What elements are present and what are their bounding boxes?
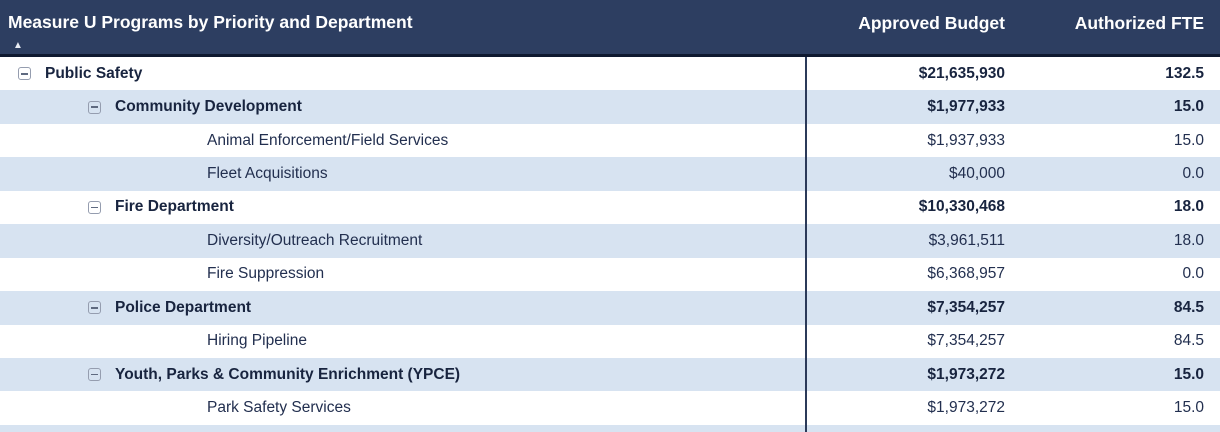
approved-budget-value: $7,354,257 — [927, 298, 1005, 316]
approved-budget-cell: $3,961,511 — [806, 232, 1010, 250]
authorized-fte-cell: 84.5 — [1010, 332, 1220, 350]
matrix-title: Measure U Programs by Priority and Depar… — [8, 11, 413, 32]
authorized-fte-cell: 15.0 — [1010, 399, 1220, 417]
approved-budget-value: $7,354,257 — [927, 332, 1005, 350]
approved-budget-cell: $7,354,257 — [806, 332, 1010, 350]
approved-budget-value: $40,000 — [948, 165, 1005, 183]
program-label: Diversity/Outreach Recruitment — [207, 231, 423, 249]
collapse-minus-icon[interactable] — [88, 200, 101, 214]
table-row[interactable]: Public Safety $21,635,930 132.5 — [0, 57, 1220, 90]
authorized-fte-label: Authorized FTE — [1074, 12, 1204, 33]
table-row[interactable]: Animal Enforcement/Field Services $1,937… — [0, 124, 1220, 157]
collapse-minus-icon[interactable] — [88, 301, 101, 315]
approved-budget-cell: $7,354,257 — [806, 299, 1010, 317]
authorized-fte-cell: 0.0 — [1010, 165, 1220, 183]
program-cell: Youth, Parks & Community Enrichment (YPC… — [0, 366, 806, 384]
authorized-fte-value: 0.0 — [1182, 265, 1204, 283]
table-row[interactable]: Fleet Acquisitions $40,000 0.0 — [0, 157, 1220, 191]
collapse-minus-icon[interactable] — [18, 67, 31, 81]
program-label: Fleet Acquisitions — [207, 165, 328, 183]
approved-budget-cell: $1,973,272 — [806, 366, 1010, 384]
authorized-fte-value: 0.0 — [1182, 165, 1204, 183]
program-cell: Fleet Acquisitions — [0, 165, 806, 183]
approved-budget-cell: $1,977,933 — [806, 98, 1010, 116]
table-row[interactable]: Police Department $7,354,257 84.5 — [0, 291, 1220, 325]
program-label: Fire Suppression — [207, 265, 325, 283]
authorized-fte-value: 15.0 — [1173, 399, 1204, 417]
approved-budget-cell: $1,937,933 — [806, 132, 1010, 150]
authorized-fte-cell: 132.5 — [1010, 65, 1220, 83]
authorized-fte-value: 15.0 — [1173, 131, 1204, 149]
approved-budget-cell: $40,000 — [806, 165, 1010, 183]
approved-budget-value: $1,973,272 — [927, 365, 1005, 383]
table-row[interactable]: Diversity/Outreach Recruitment $3,961,51… — [0, 224, 1220, 258]
authorized-fte-value: 132.5 — [1165, 64, 1204, 82]
program-cell: Hiring Pipeline — [0, 332, 806, 350]
table-row[interactable]: Park Safety Services $1,973,272 15.0 — [0, 391, 1220, 424]
approved-budget-value: $21,635,930 — [918, 64, 1005, 82]
authorized-fte-cell: 15.0 — [1010, 132, 1220, 150]
authorized-fte-cell: 15.0 — [1010, 366, 1220, 384]
program-label: Hiring Pipeline — [207, 332, 307, 350]
approved-budget-cell: $21,635,930 — [806, 65, 1010, 83]
program-cell: Park Safety Services — [0, 399, 806, 417]
program-cell: Public Safety — [0, 65, 806, 83]
table-row[interactable]: Fire Suppression $6,368,957 0.0 — [0, 258, 1220, 291]
collapse-minus-icon[interactable] — [88, 368, 101, 382]
approved-budget-value: $1,973,272 — [927, 399, 1005, 417]
program-cell: Diversity/Outreach Recruitment — [0, 232, 806, 250]
authorized-fte-value: 18.0 — [1173, 231, 1204, 249]
program-label: Community Development — [115, 98, 302, 116]
approved-budget-cell: $1,973,272 — [806, 399, 1010, 417]
authorized-fte-cell: 18.0 — [1010, 198, 1220, 216]
partial-next-row[interactable] — [0, 424, 1220, 432]
program-cell: Fire Suppression — [0, 265, 806, 283]
collapse-minus-icon[interactable] — [88, 100, 101, 114]
approved-budget-cell: $6,368,957 — [806, 265, 1010, 283]
program-cell: Fire Department — [0, 198, 806, 216]
approved-budget-label: Approved Budget — [858, 12, 1005, 33]
approved-budget-value: $1,937,933 — [927, 131, 1005, 149]
program-cell: Police Department — [0, 299, 806, 317]
authorized-fte-value: 84.5 — [1173, 298, 1204, 316]
approved-budget-value: $3,961,511 — [928, 231, 1005, 249]
program-label: Fire Department — [115, 198, 234, 216]
authorized-fte-cell: 84.5 — [1010, 299, 1220, 317]
authorized-fte-value: 18.0 — [1173, 198, 1204, 216]
approved-budget-value: $10,330,468 — [918, 198, 1005, 216]
matrix-body: Public Safety $21,635,930 132.5 Communit… — [0, 57, 1220, 432]
program-label: Youth, Parks & Community Enrichment (YPC… — [115, 365, 461, 383]
program-cell: Animal Enforcement/Field Services — [0, 132, 806, 150]
approved-budget-value: $1,977,933 — [927, 98, 1005, 116]
table-row[interactable]: Youth, Parks & Community Enrichment (YPC… — [0, 357, 1220, 392]
sort-ascending-icon[interactable]: ▲ — [13, 40, 23, 51]
column-header-approved-budget[interactable]: Approved Budget — [806, 0, 1010, 54]
authorized-fte-cell: 15.0 — [1010, 98, 1220, 116]
program-label: Animal Enforcement/Field Services — [207, 131, 449, 149]
authorized-fte-cell: 18.0 — [1010, 232, 1220, 250]
column-header-programs[interactable]: Measure U Programs by Priority and Depar… — [0, 0, 806, 54]
approved-budget-value: $6,368,957 — [927, 265, 1005, 283]
column-header-authorized-fte[interactable]: Authorized FTE — [1010, 0, 1220, 54]
authorized-fte-value: 15.0 — [1173, 365, 1204, 383]
program-label: Park Safety Services — [207, 399, 351, 417]
program-cell: Community Development — [0, 98, 806, 116]
table-row[interactable]: Fire Department $10,330,468 18.0 — [0, 191, 1220, 224]
authorized-fte-value: 15.0 — [1173, 98, 1204, 116]
table-row[interactable]: Community Development $1,977,933 15.0 — [0, 90, 1220, 124]
authorized-fte-value: 84.5 — [1173, 332, 1204, 350]
table-row[interactable]: Hiring Pipeline $7,354,257 84.5 — [0, 325, 1220, 358]
column-divider-line — [805, 57, 807, 432]
matrix-header-row: Measure U Programs by Priority and Depar… — [0, 0, 1220, 57]
program-label: Police Department — [115, 298, 252, 316]
program-label: Public Safety — [45, 64, 143, 82]
approved-budget-cell: $10,330,468 — [806, 198, 1010, 216]
authorized-fte-cell: 0.0 — [1010, 265, 1220, 283]
